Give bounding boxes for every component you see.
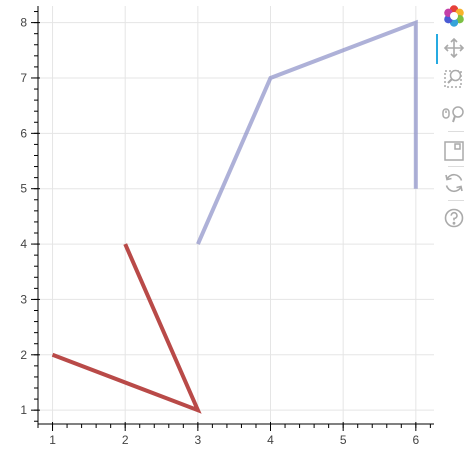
toolbar-separator bbox=[448, 166, 464, 167]
reset-icon[interactable] bbox=[442, 171, 466, 195]
y-tick-label: 6 bbox=[20, 126, 27, 140]
y-tick-label: 2 bbox=[20, 348, 27, 362]
x-tick-label: 2 bbox=[122, 433, 129, 447]
y-tick-label: 3 bbox=[20, 292, 27, 306]
chart-canvas[interactable]: 1 2 3 4 5 6 1 2 3 4 5 6 7 8 bbox=[0, 0, 436, 458]
x-tick-label: 5 bbox=[340, 433, 347, 447]
save-icon[interactable] bbox=[442, 139, 466, 163]
help-icon[interactable] bbox=[442, 206, 466, 230]
pan-icon[interactable] bbox=[442, 36, 466, 60]
series-line-2 bbox=[196, 19, 418, 245]
grid bbox=[38, 6, 434, 424]
x-tick-label: 4 bbox=[267, 433, 274, 447]
y-tick-label: 1 bbox=[20, 403, 27, 417]
y-tick-label: 7 bbox=[20, 71, 27, 85]
series-layer bbox=[51, 19, 418, 414]
x-tick-label: 1 bbox=[49, 433, 56, 447]
active-tool-indicator bbox=[436, 34, 438, 64]
toolbar-separator bbox=[448, 200, 464, 201]
bokeh-logo-icon[interactable] bbox=[442, 4, 466, 28]
y-tick-label: 4 bbox=[20, 237, 27, 251]
toolbar bbox=[436, 0, 474, 458]
x-tick-label: 3 bbox=[195, 433, 202, 447]
wheel-zoom-icon[interactable] bbox=[442, 102, 466, 126]
axes: 1 2 3 4 5 6 1 2 3 4 5 6 7 8 bbox=[20, 6, 434, 447]
x-tick-label: 6 bbox=[412, 433, 419, 447]
box-zoom-icon[interactable] bbox=[442, 66, 466, 90]
y-tick-label: 5 bbox=[20, 182, 27, 196]
toolbar-separator bbox=[448, 131, 464, 132]
y-tick-label: 8 bbox=[20, 16, 27, 30]
series-line-1 bbox=[51, 243, 202, 414]
